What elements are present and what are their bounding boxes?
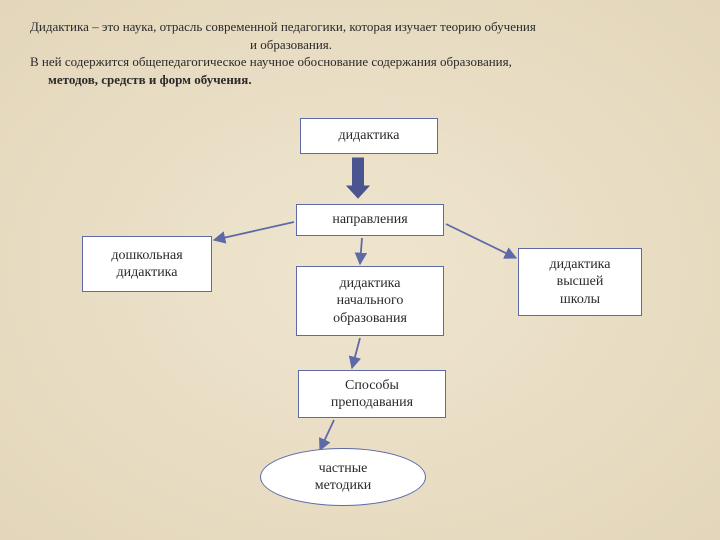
node-preschool: дошкольная дидактика — [82, 236, 212, 292]
def-line1: Дидактика – это наука, отрасль современн… — [30, 18, 690, 36]
node-methods: Способы преподавания — [298, 370, 446, 418]
node-methods-l1: Способы — [345, 377, 399, 395]
definition-text: Дидактика – это наука, отрасль современн… — [30, 18, 690, 88]
node-higher-l2: высшей — [557, 273, 604, 291]
def-line3: В ней содержится общепедагогическое науч… — [30, 53, 690, 71]
node-directions-label: направления — [332, 211, 407, 229]
node-preschool-l2: дидактика — [117, 264, 178, 282]
node-primary-l3: образования — [333, 310, 407, 328]
node-didactics: дидактика — [300, 118, 438, 154]
node-higher-l1: дидактика — [550, 256, 611, 274]
def-line2: и образования. — [30, 36, 690, 54]
node-methods-l2: преподавания — [331, 394, 413, 412]
node-preschool-l1: дошкольная — [111, 247, 182, 265]
node-private-l1: частные — [319, 460, 368, 478]
node-private-l2: методики — [315, 477, 372, 495]
node-primary-l1: дидактика — [340, 275, 401, 293]
node-primary-l2: начального — [337, 292, 404, 310]
def-line4: методов, средств и форм обучения. — [30, 71, 690, 89]
node-didactics-label: дидактика — [339, 127, 400, 145]
node-directions: направления — [296, 204, 444, 236]
node-private: частные методики — [260, 448, 426, 506]
node-higher-l3: школы — [560, 291, 600, 309]
node-primary: дидактика начального образования — [296, 266, 444, 336]
node-higher: дидактика высшей школы — [518, 248, 642, 316]
